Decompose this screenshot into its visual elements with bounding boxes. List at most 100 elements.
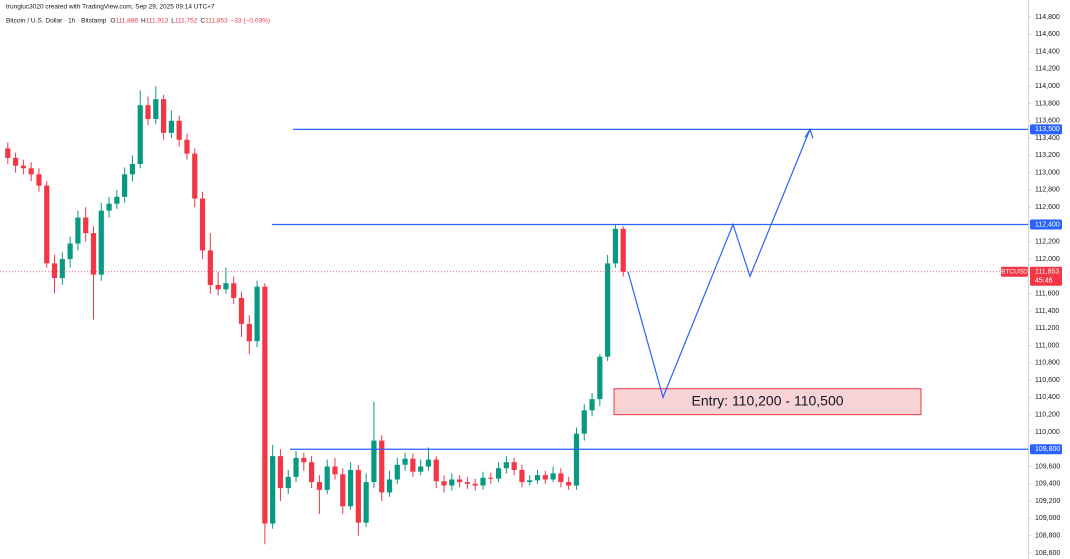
candle-body xyxy=(418,466,424,472)
y-tick-label: 109,400 xyxy=(1035,481,1060,488)
candle-body xyxy=(379,440,385,493)
candle-body xyxy=(527,480,533,483)
candle-body xyxy=(215,284,221,290)
candle-body xyxy=(90,233,97,275)
candle-body xyxy=(449,479,455,486)
candle-body xyxy=(566,482,572,486)
y-tick-label: 114,000 xyxy=(1035,83,1060,90)
y-tick-label: 110,000 xyxy=(1035,429,1060,436)
candle-body xyxy=(441,481,447,486)
y-tick-label: 109,000 xyxy=(1035,515,1060,522)
candle-body xyxy=(503,462,509,469)
y-tick-label: 112,800 xyxy=(1035,187,1060,194)
entry-label: Entry: 110,200 - 110,500 xyxy=(691,392,843,408)
ohlc-value: 111,853 xyxy=(205,18,228,25)
candle-body xyxy=(597,356,603,400)
candle-body xyxy=(402,458,408,465)
candle-body xyxy=(262,286,268,524)
candle-body xyxy=(223,283,229,290)
y-tick-label: 110,400 xyxy=(1035,394,1060,401)
candle-body xyxy=(605,263,611,357)
candle-body xyxy=(145,105,151,120)
candle-body xyxy=(332,466,338,475)
ohlc-letter: H xyxy=(141,18,146,25)
y-tick-label: 108,800 xyxy=(1035,533,1060,540)
candle-body xyxy=(176,120,182,140)
ohlc-value: 111,913 xyxy=(146,18,169,25)
candle-body xyxy=(488,477,494,479)
candle-body xyxy=(542,475,548,480)
candle-body xyxy=(75,217,81,244)
candle-body xyxy=(511,462,517,470)
ohlc-value: 111,886 xyxy=(115,18,138,25)
symbol-title: Bitcoin / U.S. Dollar · 1h · Bitstamp xyxy=(6,18,107,25)
candle-body xyxy=(207,250,213,285)
candle-body xyxy=(519,469,525,483)
credit: trungluc3020 created with TradingView.co… xyxy=(6,4,215,11)
candle-body xyxy=(98,210,104,275)
y-tick-label: 114,800 xyxy=(1035,14,1060,21)
level-axis-label: 113,500 xyxy=(1035,126,1060,133)
candle-body xyxy=(347,469,354,507)
y-tick-label: 112,200 xyxy=(1035,239,1060,246)
symbol-tag xyxy=(1001,266,1028,277)
candle-body xyxy=(472,483,478,486)
candle-body xyxy=(114,196,120,204)
level-axis-tag xyxy=(1030,124,1062,135)
candle-body xyxy=(464,482,471,484)
candle-body xyxy=(457,479,463,483)
candle-body xyxy=(246,323,252,342)
candle-body xyxy=(67,243,73,260)
candle-body xyxy=(495,468,502,479)
candle-body xyxy=(301,457,307,463)
candle-body xyxy=(168,120,174,133)
ohlc-letter: O xyxy=(110,18,115,25)
candle-body xyxy=(340,474,346,507)
candle-body xyxy=(355,469,361,523)
y-tick-label: 112,600 xyxy=(1035,204,1060,211)
candle-body xyxy=(83,217,89,234)
candle-body xyxy=(231,283,237,298)
candle-body xyxy=(581,410,587,434)
candle-body xyxy=(20,165,26,169)
candle-body xyxy=(137,105,143,164)
y-tick-label: 111,200 xyxy=(1035,325,1059,332)
candle-body xyxy=(425,459,432,467)
y-tick-label: 111,600 xyxy=(1035,290,1059,297)
candle-body xyxy=(184,139,190,154)
y-tick-label: 113,200 xyxy=(1035,152,1060,159)
candle-body xyxy=(558,473,564,483)
candle-body xyxy=(106,203,112,211)
candle-body xyxy=(573,433,580,486)
y-tick-label: 109,200 xyxy=(1035,498,1060,505)
y-tick-label: 113,800 xyxy=(1035,100,1060,107)
y-tick-label: 113,000 xyxy=(1035,169,1060,176)
candle-body xyxy=(589,399,595,411)
candle-body xyxy=(44,185,50,264)
y-tick-label: 113,400 xyxy=(1035,135,1060,142)
ohlc-letter: C xyxy=(200,18,205,25)
candle-body xyxy=(36,174,42,186)
y-tick-label: 110,600 xyxy=(1035,377,1060,384)
level-axis-label: 112,400 xyxy=(1035,221,1060,228)
candle-body xyxy=(394,464,400,480)
change: −33 (−0.03%) xyxy=(231,18,270,25)
candle-body xyxy=(122,174,128,197)
candle-body xyxy=(433,459,439,482)
y-tick-label: 114,400 xyxy=(1035,48,1060,55)
projection-arrowhead xyxy=(804,128,814,139)
symbol-label: BTCUSD xyxy=(1001,268,1028,275)
candle-body xyxy=(480,477,486,486)
y-tick-label: 111,400 xyxy=(1035,308,1059,315)
candle-body xyxy=(363,482,369,523)
ohlc-letter: L xyxy=(171,18,175,25)
candle-body xyxy=(12,157,19,166)
candle-body xyxy=(59,259,65,279)
level-axis-tag xyxy=(1030,444,1062,455)
projection-path xyxy=(627,129,811,400)
y-tick-label: 113,600 xyxy=(1035,118,1060,125)
y-tick-label: 110,800 xyxy=(1035,360,1060,367)
countdown: 45:46 xyxy=(1035,278,1053,285)
